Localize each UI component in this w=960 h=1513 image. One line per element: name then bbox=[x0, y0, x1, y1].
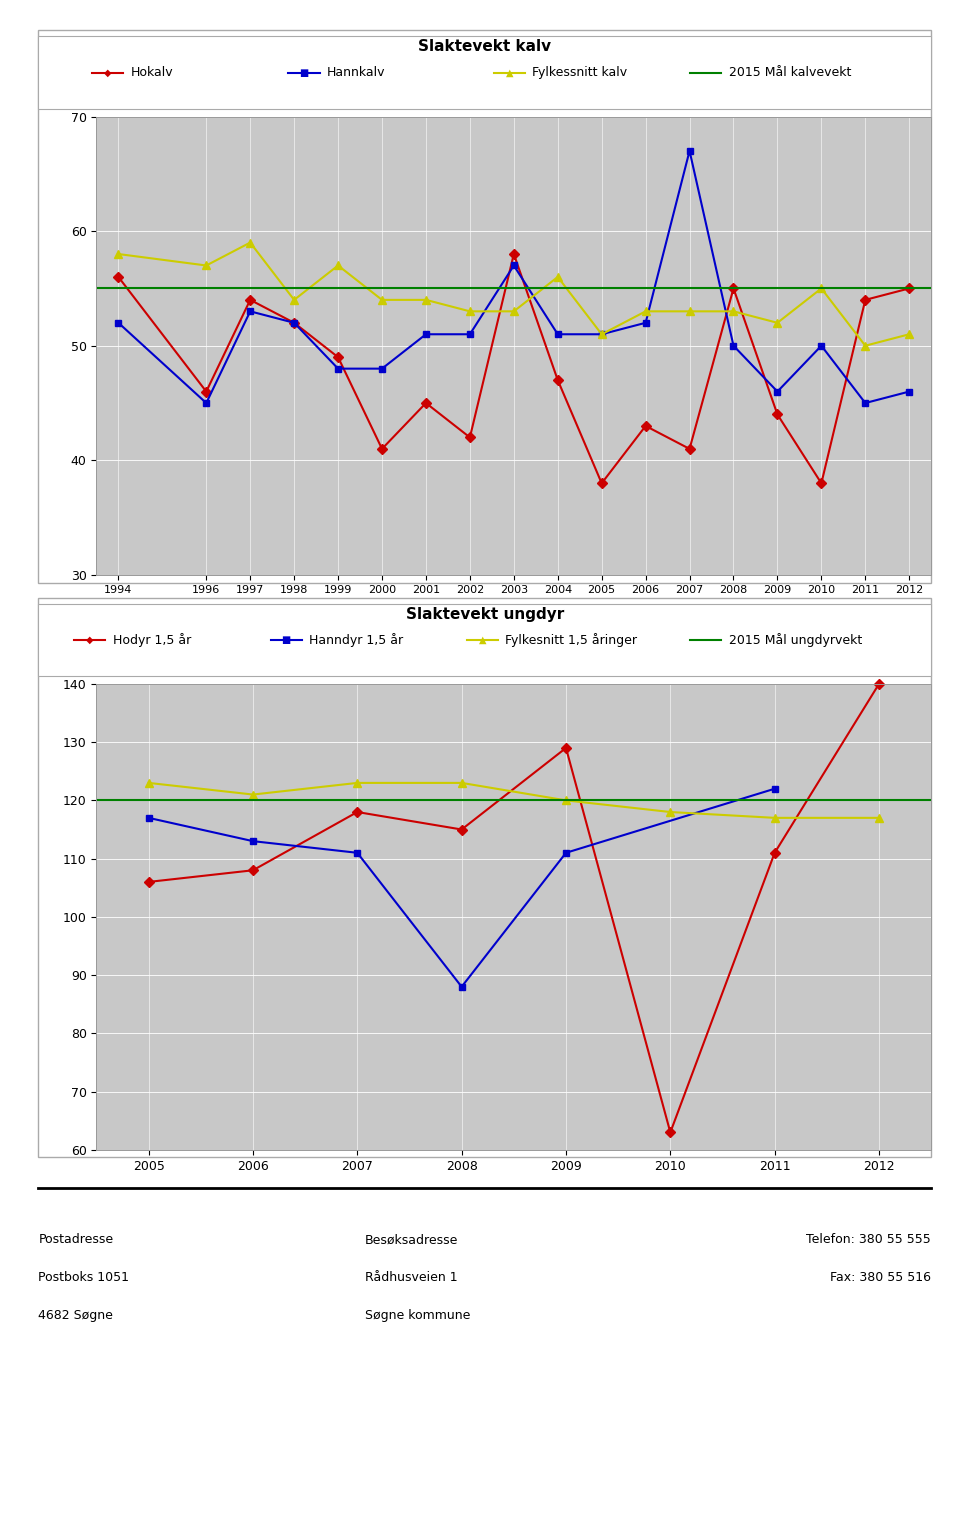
Text: Postboks 1051: Postboks 1051 bbox=[38, 1271, 130, 1285]
Text: Hanndyr 1,5 år: Hanndyr 1,5 år bbox=[309, 632, 403, 648]
Text: Postadresse: Postadresse bbox=[38, 1233, 113, 1247]
Text: ◆: ◆ bbox=[86, 635, 93, 645]
Text: ▲: ▲ bbox=[506, 68, 513, 77]
Text: Telefon: 380 55 555: Telefon: 380 55 555 bbox=[806, 1233, 931, 1247]
Text: Fylkessnitt kalv: Fylkessnitt kalv bbox=[532, 67, 627, 79]
Text: ▲: ▲ bbox=[479, 635, 487, 645]
Text: Hokalv: Hokalv bbox=[131, 67, 173, 79]
Text: Rådhusveien 1: Rådhusveien 1 bbox=[365, 1271, 457, 1285]
Text: Søgne kommune: Søgne kommune bbox=[365, 1309, 470, 1322]
Text: Besøksadresse: Besøksadresse bbox=[365, 1233, 458, 1247]
Text: ■: ■ bbox=[281, 635, 291, 645]
Text: 2015 Mål kalvevekt: 2015 Mål kalvevekt bbox=[729, 67, 851, 79]
Text: ◆: ◆ bbox=[104, 68, 111, 77]
Text: Fylkesnitt 1,5 åringer: Fylkesnitt 1,5 åringer bbox=[505, 632, 637, 648]
Text: Slaktevekt ungdyr: Slaktevekt ungdyr bbox=[406, 607, 564, 622]
Text: ■: ■ bbox=[300, 68, 308, 77]
Text: Slaktevekt kalv: Slaktevekt kalv bbox=[419, 39, 551, 54]
Text: 4682 Søgne: 4682 Søgne bbox=[38, 1309, 113, 1322]
Text: 2015 Mål ungdyrvekt: 2015 Mål ungdyrvekt bbox=[729, 632, 862, 648]
Text: Hodyr 1,5 år: Hodyr 1,5 år bbox=[112, 632, 191, 648]
Text: Fax: 380 55 516: Fax: 380 55 516 bbox=[830, 1271, 931, 1285]
Text: Hannkalv: Hannkalv bbox=[326, 67, 385, 79]
